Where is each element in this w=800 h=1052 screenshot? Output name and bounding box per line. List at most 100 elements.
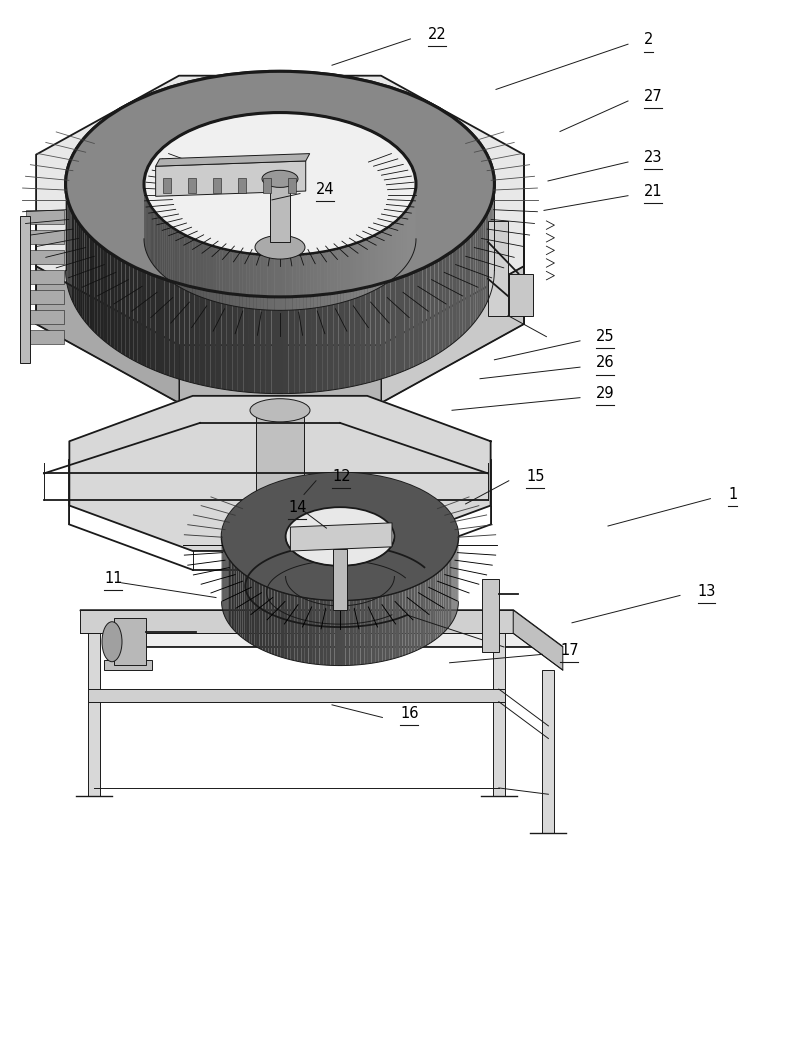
Polygon shape xyxy=(347,245,350,301)
Polygon shape xyxy=(179,345,381,403)
Polygon shape xyxy=(185,235,187,291)
Bar xyxy=(270,181,290,242)
Polygon shape xyxy=(514,610,562,670)
Polygon shape xyxy=(411,201,412,258)
Polygon shape xyxy=(492,199,493,289)
Polygon shape xyxy=(375,284,381,381)
Text: 21: 21 xyxy=(644,184,662,199)
Polygon shape xyxy=(227,557,229,624)
Polygon shape xyxy=(156,161,306,197)
Polygon shape xyxy=(216,247,219,303)
Polygon shape xyxy=(177,230,179,287)
Polygon shape xyxy=(383,229,386,285)
Polygon shape xyxy=(254,255,257,309)
Polygon shape xyxy=(266,586,268,652)
Polygon shape xyxy=(148,201,149,258)
Polygon shape xyxy=(210,290,216,388)
Text: 23: 23 xyxy=(644,150,662,165)
Polygon shape xyxy=(282,256,286,310)
Text: 2: 2 xyxy=(644,33,654,47)
Polygon shape xyxy=(310,254,314,308)
Polygon shape xyxy=(278,591,281,658)
Polygon shape xyxy=(468,236,470,329)
Polygon shape xyxy=(166,223,168,280)
Polygon shape xyxy=(381,266,524,403)
Polygon shape xyxy=(344,246,347,302)
Polygon shape xyxy=(222,472,458,601)
Polygon shape xyxy=(286,256,289,310)
Polygon shape xyxy=(342,601,346,666)
Polygon shape xyxy=(366,286,370,384)
Polygon shape xyxy=(274,590,278,656)
Polygon shape xyxy=(80,225,82,318)
Polygon shape xyxy=(399,217,401,274)
Polygon shape xyxy=(268,587,271,653)
Polygon shape xyxy=(382,595,386,662)
Polygon shape xyxy=(260,255,264,310)
Polygon shape xyxy=(423,581,426,647)
Polygon shape xyxy=(226,294,232,390)
Polygon shape xyxy=(321,251,324,307)
Bar xyxy=(256,410,304,515)
Polygon shape xyxy=(219,248,222,304)
Bar xyxy=(26,250,64,264)
Polygon shape xyxy=(440,569,442,636)
Polygon shape xyxy=(238,295,243,391)
Polygon shape xyxy=(126,262,130,358)
Polygon shape xyxy=(240,571,242,638)
Polygon shape xyxy=(291,594,294,661)
Polygon shape xyxy=(305,598,309,663)
Polygon shape xyxy=(92,239,94,332)
Polygon shape xyxy=(85,230,87,324)
Polygon shape xyxy=(399,591,402,658)
Polygon shape xyxy=(365,239,367,295)
Polygon shape xyxy=(67,199,68,289)
Polygon shape xyxy=(316,599,319,665)
Text: 24: 24 xyxy=(316,182,334,197)
Polygon shape xyxy=(198,241,201,297)
Polygon shape xyxy=(238,569,240,636)
Polygon shape xyxy=(302,596,305,663)
Bar xyxy=(288,178,296,193)
Polygon shape xyxy=(430,262,434,358)
Polygon shape xyxy=(296,255,300,310)
Polygon shape xyxy=(36,76,524,345)
Polygon shape xyxy=(242,572,245,640)
Bar xyxy=(213,178,221,193)
Polygon shape xyxy=(201,242,204,298)
Polygon shape xyxy=(359,241,362,297)
Polygon shape xyxy=(300,296,306,393)
Bar xyxy=(542,670,554,833)
Polygon shape xyxy=(353,600,357,665)
Polygon shape xyxy=(271,256,274,310)
Polygon shape xyxy=(490,202,492,294)
Polygon shape xyxy=(264,256,267,310)
Polygon shape xyxy=(260,584,262,650)
Polygon shape xyxy=(260,297,266,393)
Polygon shape xyxy=(254,296,260,393)
Polygon shape xyxy=(284,592,287,659)
Polygon shape xyxy=(375,234,378,289)
Polygon shape xyxy=(338,291,344,389)
Polygon shape xyxy=(309,598,312,664)
Polygon shape xyxy=(482,219,484,311)
Polygon shape xyxy=(360,287,366,385)
Bar xyxy=(26,270,64,284)
Polygon shape xyxy=(486,214,487,306)
Polygon shape xyxy=(90,236,92,329)
Polygon shape xyxy=(322,295,328,391)
Text: 11: 11 xyxy=(104,571,122,586)
Polygon shape xyxy=(459,243,462,338)
Polygon shape xyxy=(168,225,170,281)
Polygon shape xyxy=(378,232,381,288)
Bar xyxy=(104,660,152,670)
Polygon shape xyxy=(341,247,344,303)
Polygon shape xyxy=(179,284,185,381)
Polygon shape xyxy=(446,254,450,348)
Polygon shape xyxy=(312,599,316,664)
Polygon shape xyxy=(252,579,254,646)
Polygon shape xyxy=(394,222,396,278)
Polygon shape xyxy=(475,227,478,321)
Polygon shape xyxy=(462,241,466,336)
Polygon shape xyxy=(68,202,70,294)
